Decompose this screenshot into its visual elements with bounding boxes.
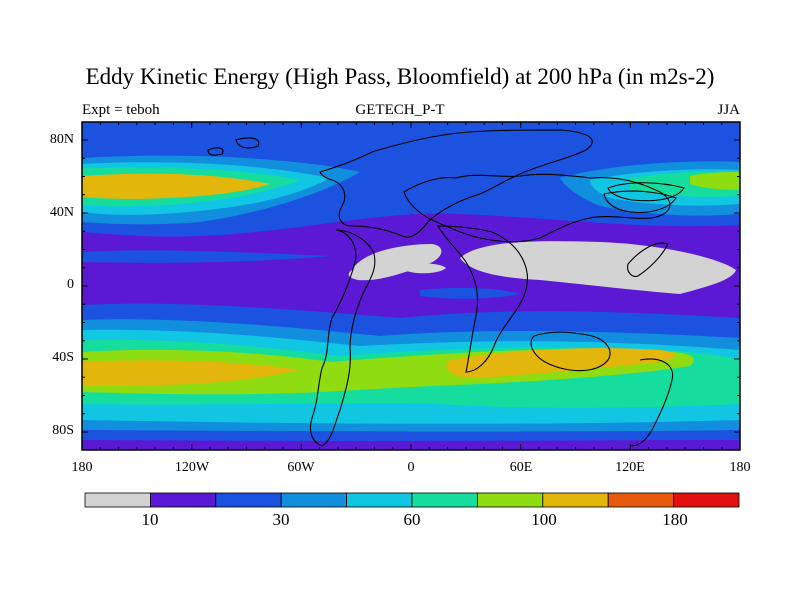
colorbar-label-10: 10 xyxy=(141,510,159,529)
colorbar-label-180: 180 xyxy=(662,510,688,529)
contour-field xyxy=(82,122,740,450)
model-label: GETECH_P-T xyxy=(355,102,445,118)
colorbar-swatch xyxy=(673,492,740,508)
lat-tick-0: 0 xyxy=(67,277,74,292)
coast-island-north-2 xyxy=(607,182,685,202)
region-gray-islands xyxy=(400,263,446,274)
region-gray-indian xyxy=(460,241,736,294)
coast-antarctica xyxy=(629,358,674,447)
coast-australia xyxy=(530,331,611,372)
band-north-green-right xyxy=(690,172,740,190)
colorbar-label-30: 30 xyxy=(272,510,290,529)
colorbar-swatch xyxy=(346,492,413,508)
lat-tick-80s: 80S xyxy=(52,423,74,438)
coast-island-north-1 xyxy=(603,190,677,214)
subtropical-blue-center xyxy=(420,287,520,299)
lat-tick-80n: 80N xyxy=(49,132,74,147)
lon-tick-60w: 60W xyxy=(287,460,315,475)
coast-archipelago-2 xyxy=(235,137,260,149)
lon-tick-180w: 180 xyxy=(71,460,93,475)
colorbar-label-100: 100 xyxy=(531,510,557,529)
coastlines xyxy=(207,129,685,447)
band-north-gold xyxy=(82,173,270,199)
colorbar-swatch xyxy=(84,492,151,508)
coast-eurasia xyxy=(403,173,671,243)
coast-africa xyxy=(437,225,529,373)
band-south-gold-left xyxy=(82,360,300,386)
lon-tick-180e: 180 xyxy=(729,460,751,475)
lon-tick-120e: 120E xyxy=(615,460,645,475)
band-south-gold-right xyxy=(446,348,675,378)
colorbar-label-60: 60 xyxy=(403,510,421,529)
lon-tick-120w: 120W xyxy=(174,460,210,475)
colorbar-swatch xyxy=(476,492,544,508)
colorbar-swatch xyxy=(542,492,609,508)
region-gray-africa xyxy=(348,244,442,281)
lat-tick-40s: 40S xyxy=(52,350,74,365)
experiment-label: Expt = teboh xyxy=(82,102,160,118)
subtropical-blue-left xyxy=(82,250,330,263)
coast-archipelago-1 xyxy=(627,242,669,277)
colorbar-swatch xyxy=(607,492,675,508)
tick-marks xyxy=(81,122,741,450)
colorbar-swatch xyxy=(411,492,478,508)
plot-title: Eddy Kinetic Energy (High Pass, Bloomfie… xyxy=(85,64,715,89)
colorbar xyxy=(84,492,740,508)
colorbar-swatch xyxy=(280,492,348,508)
lon-tick-60e: 60E xyxy=(509,460,533,475)
season-label: JJA xyxy=(717,102,740,118)
lon-tick-0: 0 xyxy=(407,460,415,475)
coast-south-america xyxy=(309,229,376,447)
colorbar-swatch xyxy=(149,492,217,508)
coast-north-america xyxy=(319,129,593,238)
coast-archipelago-3 xyxy=(207,147,224,156)
lat-tick-40n: 40N xyxy=(49,205,74,220)
colorbar-swatch xyxy=(215,492,282,508)
